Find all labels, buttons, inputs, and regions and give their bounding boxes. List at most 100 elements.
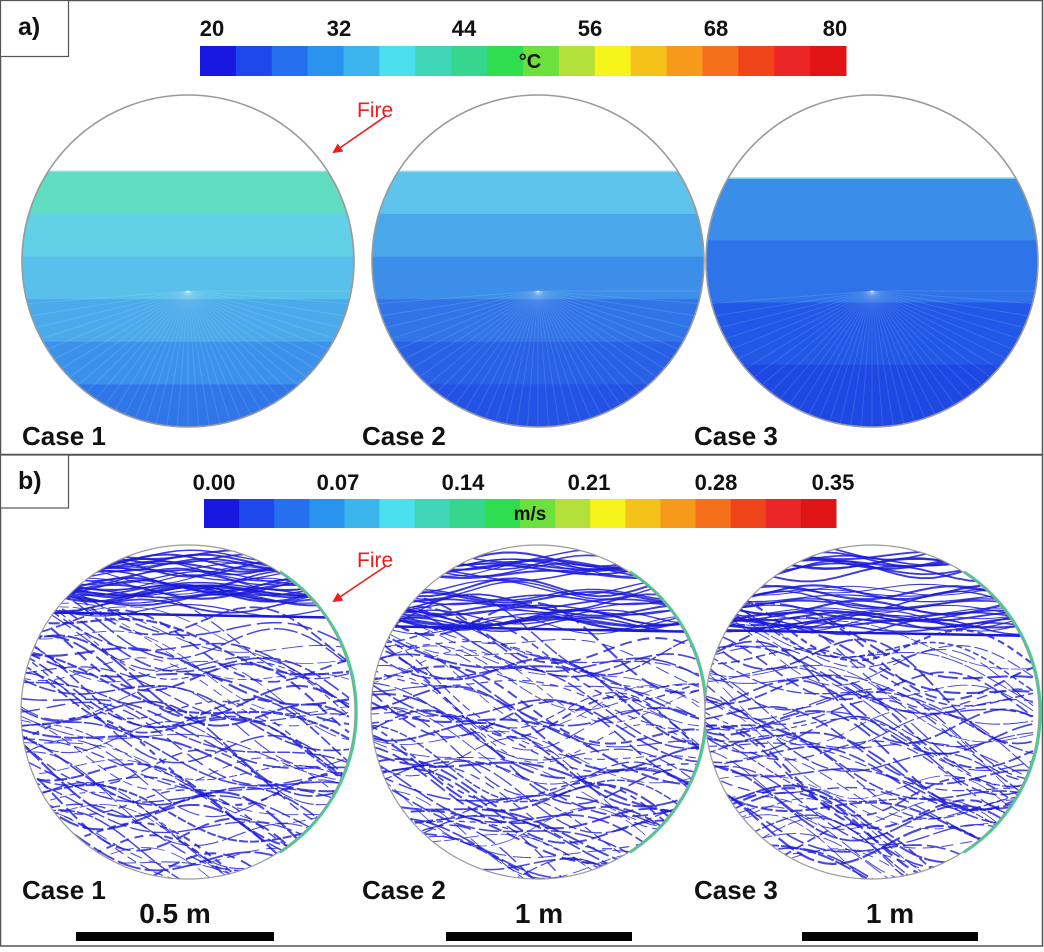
mesh-line xyxy=(871,290,935,427)
scale-bar-case-3 xyxy=(802,932,978,941)
streamline xyxy=(371,618,700,720)
streamline xyxy=(705,666,1034,748)
streamline xyxy=(371,725,700,850)
mesh-line xyxy=(825,290,873,427)
scale-bar-case-1 xyxy=(76,932,274,941)
tank-temperature-case-1 xyxy=(21,94,355,428)
colorbar-b-unit: m/s xyxy=(513,504,547,525)
streamline xyxy=(21,592,350,716)
streamline xyxy=(705,611,1030,622)
colorbar-a-tick: 80 xyxy=(822,16,848,41)
streamline xyxy=(21,606,350,681)
fire-label-b: Fire xyxy=(357,549,394,572)
streamline xyxy=(705,614,1030,631)
colorbar-velocity xyxy=(204,499,837,528)
mesh-line xyxy=(521,290,539,427)
colorbar-segment xyxy=(274,499,310,528)
colorbar-a-tick: 56 xyxy=(577,16,603,41)
streamline xyxy=(371,645,700,711)
colorbar-a-tick: 32 xyxy=(326,16,352,41)
mesh-line xyxy=(871,290,963,427)
fire-arrow-b xyxy=(332,565,387,603)
colorbar-segment xyxy=(271,46,309,76)
streamline xyxy=(21,685,350,768)
streamline xyxy=(21,700,350,797)
streamline xyxy=(371,628,700,720)
streamline xyxy=(705,774,1034,830)
colorbar-segment xyxy=(555,499,591,528)
colorbar-b-tick: 0.00 xyxy=(192,470,236,495)
streamline xyxy=(21,657,350,727)
streamline xyxy=(371,771,700,838)
streamline xyxy=(21,634,350,720)
streamline xyxy=(705,772,1033,848)
streamline xyxy=(705,614,1034,670)
mesh-line xyxy=(795,290,873,427)
scale-label: 1 m xyxy=(865,898,915,929)
colorbar-segment xyxy=(487,46,524,76)
colorbar-segment xyxy=(774,46,811,76)
liquid-temperature-band xyxy=(22,341,354,386)
colorbar-segment xyxy=(660,499,697,528)
streamline xyxy=(21,617,350,676)
colorbar-segment xyxy=(765,499,802,528)
streamline xyxy=(21,721,350,787)
mesh-line xyxy=(187,290,205,427)
streamline xyxy=(21,741,350,832)
streamline xyxy=(705,631,1034,718)
streamline xyxy=(371,730,700,784)
streamline xyxy=(371,771,700,879)
mesh-line xyxy=(506,290,539,427)
streamline xyxy=(21,653,350,779)
wall-boundary-layer xyxy=(963,570,1042,854)
colorbar-segment xyxy=(520,499,556,528)
streamline xyxy=(705,731,1034,811)
streamline xyxy=(21,681,350,764)
colorbar-b-tick: 0.14 xyxy=(441,470,485,495)
streamline xyxy=(705,668,1034,772)
streamline xyxy=(21,738,350,805)
colorbar-segment xyxy=(810,46,847,76)
streamline xyxy=(21,828,350,879)
streamline xyxy=(705,724,1034,800)
tank-wall xyxy=(21,94,355,428)
streamline xyxy=(371,815,700,879)
streamline xyxy=(21,719,350,804)
streamline xyxy=(21,609,350,683)
mesh-line xyxy=(171,290,189,427)
streamline xyxy=(705,640,1034,744)
streamline xyxy=(21,671,350,781)
case-label: Case 3 xyxy=(694,875,778,905)
streamline xyxy=(705,839,1034,879)
mesh-line xyxy=(83,290,189,427)
streamline xyxy=(371,797,700,871)
mesh-line xyxy=(855,290,873,427)
streamline xyxy=(371,701,700,786)
streamline xyxy=(705,602,1034,680)
streamline xyxy=(21,834,350,879)
streamline xyxy=(705,623,1034,695)
streamline xyxy=(705,795,1034,849)
mesh-line xyxy=(433,290,539,427)
mesh-line xyxy=(97,290,189,427)
streamline xyxy=(705,755,1034,820)
streamline xyxy=(21,697,350,770)
colorbar-a-tick: 20 xyxy=(199,16,225,41)
panel-b-label: b) xyxy=(18,467,42,495)
streamline xyxy=(705,607,1030,617)
colorbar-segment xyxy=(343,46,380,76)
liquid-temperature-band xyxy=(22,171,354,215)
colorbar-segment xyxy=(800,499,837,528)
streamline xyxy=(21,579,350,647)
colorbar-segment xyxy=(344,499,381,528)
streamline xyxy=(371,693,700,792)
streamline xyxy=(705,599,1030,609)
streamline xyxy=(371,640,700,688)
streamline xyxy=(21,595,350,680)
colorbar-segment xyxy=(415,46,452,76)
streamline xyxy=(705,798,1034,879)
streamline xyxy=(21,647,350,706)
case-label: Case 2 xyxy=(362,421,446,451)
